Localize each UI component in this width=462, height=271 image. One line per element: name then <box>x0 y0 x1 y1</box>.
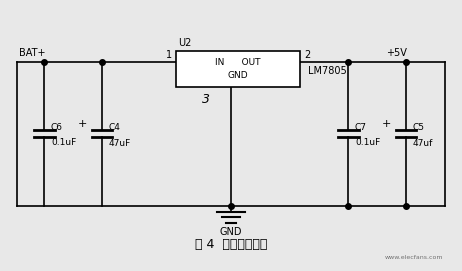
Text: GND: GND <box>220 227 242 237</box>
Text: C7: C7 <box>355 123 367 132</box>
Text: U2: U2 <box>178 38 191 48</box>
Text: C5: C5 <box>413 123 425 132</box>
Text: 47uF: 47uF <box>109 139 131 148</box>
Text: 3: 3 <box>202 93 210 107</box>
Text: C4: C4 <box>109 123 121 132</box>
Text: 47uf: 47uf <box>413 139 433 148</box>
Text: www.elecfans.com: www.elecfans.com <box>384 254 443 260</box>
Text: 图 4  系统电源电路: 图 4 系统电源电路 <box>195 238 267 250</box>
Text: +: + <box>78 119 87 129</box>
Bar <box>176 51 300 87</box>
Text: 2: 2 <box>304 50 310 60</box>
Text: BAT+: BAT+ <box>19 48 46 58</box>
Text: C6: C6 <box>51 123 63 132</box>
Text: LM7805: LM7805 <box>308 66 347 76</box>
Text: IN      OUT: IN OUT <box>215 58 261 67</box>
Text: +5V: +5V <box>386 48 407 58</box>
Text: 0.1uF: 0.1uF <box>355 138 380 147</box>
Text: GND: GND <box>228 71 248 80</box>
Text: +: + <box>382 119 391 129</box>
Text: 0.1uF: 0.1uF <box>51 138 76 147</box>
Text: 1: 1 <box>166 50 172 60</box>
